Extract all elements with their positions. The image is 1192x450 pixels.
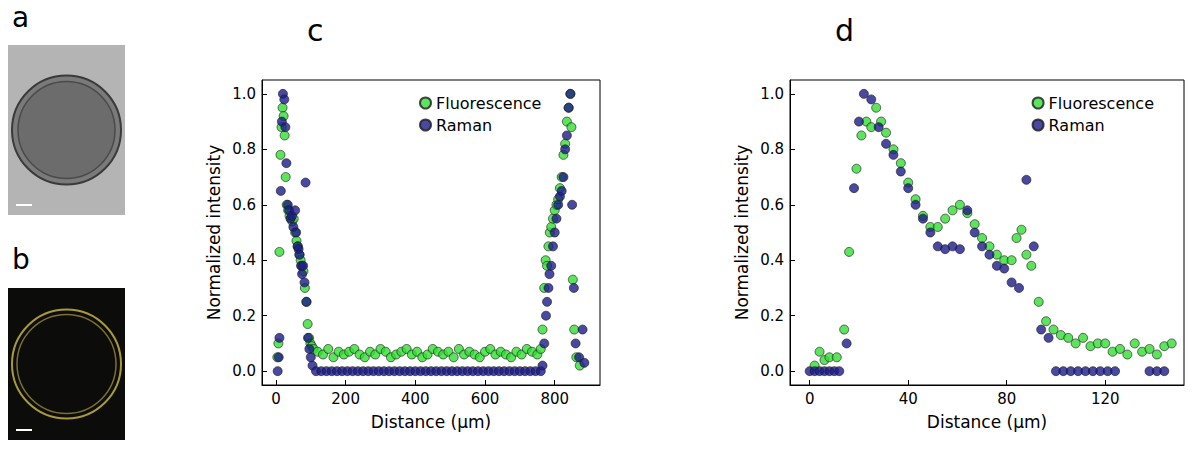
svg-text:Normalized intensity: Normalized intensity [732, 145, 752, 321]
svg-text:0.4: 0.4 [232, 251, 256, 269]
svg-text:0.4: 0.4 [760, 251, 784, 269]
svg-text:0: 0 [805, 390, 815, 408]
svg-text:0.0: 0.0 [760, 362, 784, 380]
svg-text:0.8: 0.8 [232, 140, 256, 158]
svg-text:1.0: 1.0 [232, 85, 256, 103]
svg-text:800: 800 [540, 390, 569, 408]
svg-text:c: c [307, 13, 324, 48]
svg-text:200: 200 [331, 390, 360, 408]
svg-text:Fluorescence: Fluorescence [436, 94, 541, 113]
svg-text:d: d [835, 13, 854, 48]
svg-text:40: 40 [899, 390, 918, 408]
svg-text:600: 600 [471, 390, 500, 408]
svg-text:Distance (µm): Distance (µm) [927, 412, 1047, 432]
svg-text:0.2: 0.2 [232, 307, 256, 325]
svg-text:80: 80 [997, 390, 1016, 408]
svg-text:0.6: 0.6 [232, 196, 256, 214]
svg-text:Normalized intensity: Normalized intensity [204, 145, 224, 321]
svg-text:Fluorescence: Fluorescence [1049, 94, 1154, 113]
svg-text:0.8: 0.8 [760, 140, 784, 158]
svg-text:0: 0 [271, 390, 281, 408]
html-text:b: b [12, 243, 30, 276]
svg-text:120: 120 [1091, 390, 1120, 408]
html-text:a: a [12, 1, 30, 34]
svg-text:Distance (µm): Distance (µm) [371, 412, 491, 432]
svg-text:1.0: 1.0 [760, 85, 784, 103]
svg-text:0.0: 0.0 [232, 362, 256, 380]
svg-text:Raman: Raman [1049, 116, 1105, 135]
svg-text:Raman: Raman [436, 116, 492, 135]
svg-text:0.6: 0.6 [760, 196, 784, 214]
svg-text:400: 400 [401, 390, 430, 408]
svg-text:0.2: 0.2 [760, 307, 784, 325]
